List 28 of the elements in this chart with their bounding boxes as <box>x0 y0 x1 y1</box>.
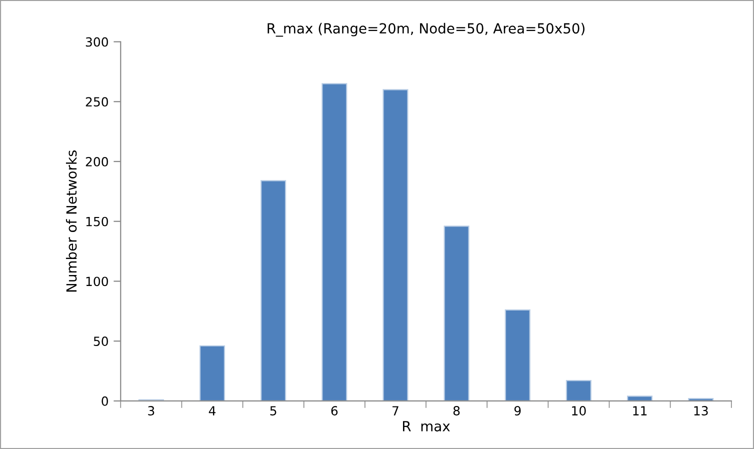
y-tick-label: 250 <box>86 97 108 107</box>
y-tick-label: 100 <box>86 276 108 286</box>
x-tick-label: 6 <box>331 406 338 416</box>
bar <box>322 83 348 401</box>
y-axis-title: Number of Networks <box>66 150 77 292</box>
x-tick-label: 3 <box>148 406 154 416</box>
x-tick-label: 11 <box>633 406 647 416</box>
chart-title: R_max (Range=20m, Node=50, Area=50x50) <box>268 22 584 37</box>
bar <box>260 180 286 401</box>
y-tick-label: 150 <box>86 216 108 226</box>
bar <box>504 309 530 401</box>
bar <box>444 226 470 401</box>
x-axis-title: R max <box>403 421 450 432</box>
x-tick-label: 4 <box>208 406 216 416</box>
bar <box>566 380 592 401</box>
y-tick-label: 200 <box>86 156 108 166</box>
x-tick-label: 10 <box>572 406 586 416</box>
bar <box>627 396 653 401</box>
x-tick-label: 5 <box>270 406 276 416</box>
x-tick-label: 9 <box>514 406 521 416</box>
y-tick-label: 50 <box>94 336 108 346</box>
y-tick-label: 0 <box>102 396 108 406</box>
bar <box>199 345 226 401</box>
x-tick-label: 13 <box>694 406 708 416</box>
bar <box>382 89 408 401</box>
x-tick-label: 7 <box>392 406 398 416</box>
x-tick-label: 8 <box>453 406 460 416</box>
y-tick-label: 300 <box>86 37 108 47</box>
